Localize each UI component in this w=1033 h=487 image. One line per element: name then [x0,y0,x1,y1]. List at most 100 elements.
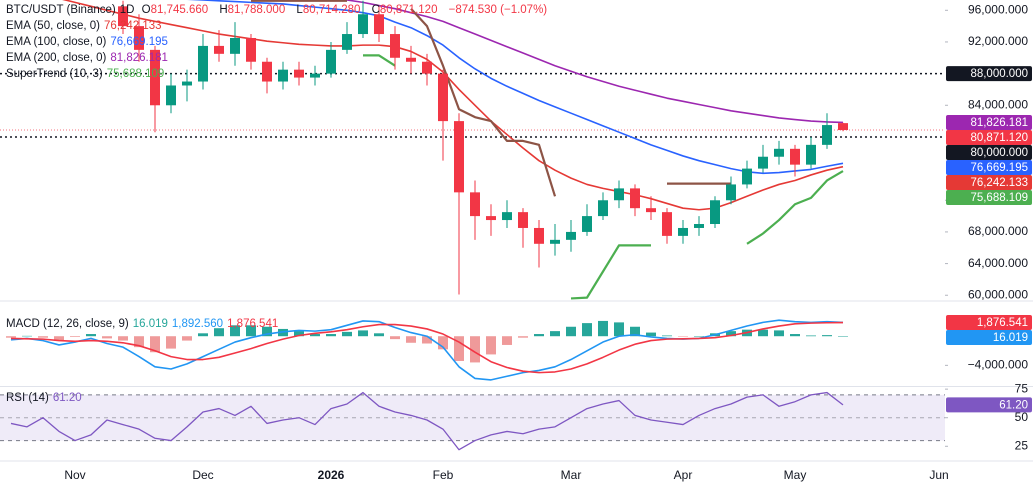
candle-body [518,212,528,228]
candle-body [726,184,736,201]
histogram-bar [310,334,320,337]
candle-body [662,212,672,236]
ohlc-value: 80,871.120 [379,4,438,16]
candle-body [390,34,400,58]
histogram-bar [646,332,656,337]
histogram-bar [726,331,736,337]
legend-value: 61.20 [52,392,82,404]
symbol: BTC/USDT (Binance) [6,4,116,16]
histogram-bar [150,336,160,353]
histogram-bar [454,336,464,361]
histogram-bar [678,336,688,337]
y-tick-label: 96,000.000 [968,2,1028,16]
price-badge [946,189,1032,205]
legend-name: EMA (50, close, 0) [6,20,100,32]
legend-row: EMA (100, close, 0) 76,669.195 [6,34,551,50]
candle-body [822,125,832,145]
legend-name: SuperTrend (10, 3) [6,68,103,80]
x-tick-label: 2026 [318,468,345,482]
candle-body [406,57,416,62]
histogram-bar [470,336,480,363]
candle-body [646,208,656,213]
legend-value: 16.019 [132,318,168,330]
price-badge [946,315,1032,331]
price-badge [946,114,1032,130]
change: −874.530 (−1.07%) [448,4,548,16]
histogram-bar [694,336,704,337]
x-tick-label: Mar [561,468,582,482]
line [341,0,844,124]
histogram-bar [342,331,352,337]
candle-body [246,37,256,62]
candle-body [134,26,144,50]
pane [0,0,945,300]
legend-row: BTC/USDT (Binance) 1D O81,745.660 H81,788… [6,2,551,18]
y-tick-label: −4,000.000 [968,358,1029,372]
candle-body [118,6,128,27]
legend-name: EMA (100, close, 0) [6,36,107,48]
legend: BTC/USDT (Binance) 1D O81,745.660 H81,788… [6,2,551,82]
y-tick-label: 68,000.000 [968,224,1028,238]
price-badge [946,66,1032,82]
candle-body [710,200,720,225]
candle-body [534,227,544,244]
candle-body [182,81,192,86]
candle-body [678,227,688,236]
candle-body [166,85,176,106]
candle-body [582,216,592,232]
candle-body [342,34,352,50]
price-badge-label: 16.019 [993,332,1028,344]
price-badge-label: 76,669.195 [970,162,1028,174]
x-tick-label: Apr [674,468,693,482]
histogram-bar [422,336,432,344]
candle-body [598,200,608,217]
histogram-bar [838,336,848,337]
price-badge-label: 81,826.181 [970,117,1028,129]
candle-body [358,14,368,35]
histogram-bar [358,330,368,337]
candle-body [294,69,304,78]
legend-value: 1,876.541 [227,318,279,330]
legend-name: RSI (14) [6,392,49,404]
legend-row: EMA (50, close, 0) 76,242.133 [6,18,551,34]
histogram-bar [822,335,832,337]
histogram-bar [438,336,448,350]
pane [0,391,945,451]
price-badge [946,159,1032,175]
ohlc: C80,871.120 [372,4,442,16]
ohlc-value: 81,788.000 [227,4,286,16]
line [10,321,844,374]
y-tick-label: 75 [1015,381,1029,395]
histogram-bar [134,336,144,348]
macd-legend: MACD (12, 26, close, 9) 16.019 1,892.560 1,… [6,318,282,330]
histogram-bar [774,330,784,337]
histogram-bar [486,336,496,355]
interval: 1D [119,4,135,16]
legend-row: EMA (200, close, 0) 81,826.181 [6,50,551,66]
legend-value: 76,242.133 [103,20,162,32]
price-badge-label: 80,000.000 [970,147,1028,159]
x-tick-label: Feb [433,468,454,482]
histogram-bar [118,336,128,341]
histogram-bar [262,326,272,337]
price-badge-label: 61.20 [999,399,1028,411]
histogram-bar [566,326,576,337]
ohlc-value: 80,714.280 [302,4,361,16]
histogram-bar [550,331,560,337]
candle-body [774,148,784,157]
candle-body [438,73,448,122]
candle-body [614,188,624,201]
candle-body [454,121,464,193]
histogram-bar [534,334,544,337]
candle-body [758,156,768,169]
histogram-bar [662,335,672,337]
price-badge-label: 76,242.133 [970,177,1028,189]
y-tick-label: 64,000.000 [968,256,1028,270]
histogram-bar [86,334,96,337]
histogram-bar [326,334,336,337]
price-badge-label: 88,000.000 [970,68,1028,80]
candle-body [262,61,272,82]
candle-body [150,49,160,106]
candle-body [790,148,800,165]
